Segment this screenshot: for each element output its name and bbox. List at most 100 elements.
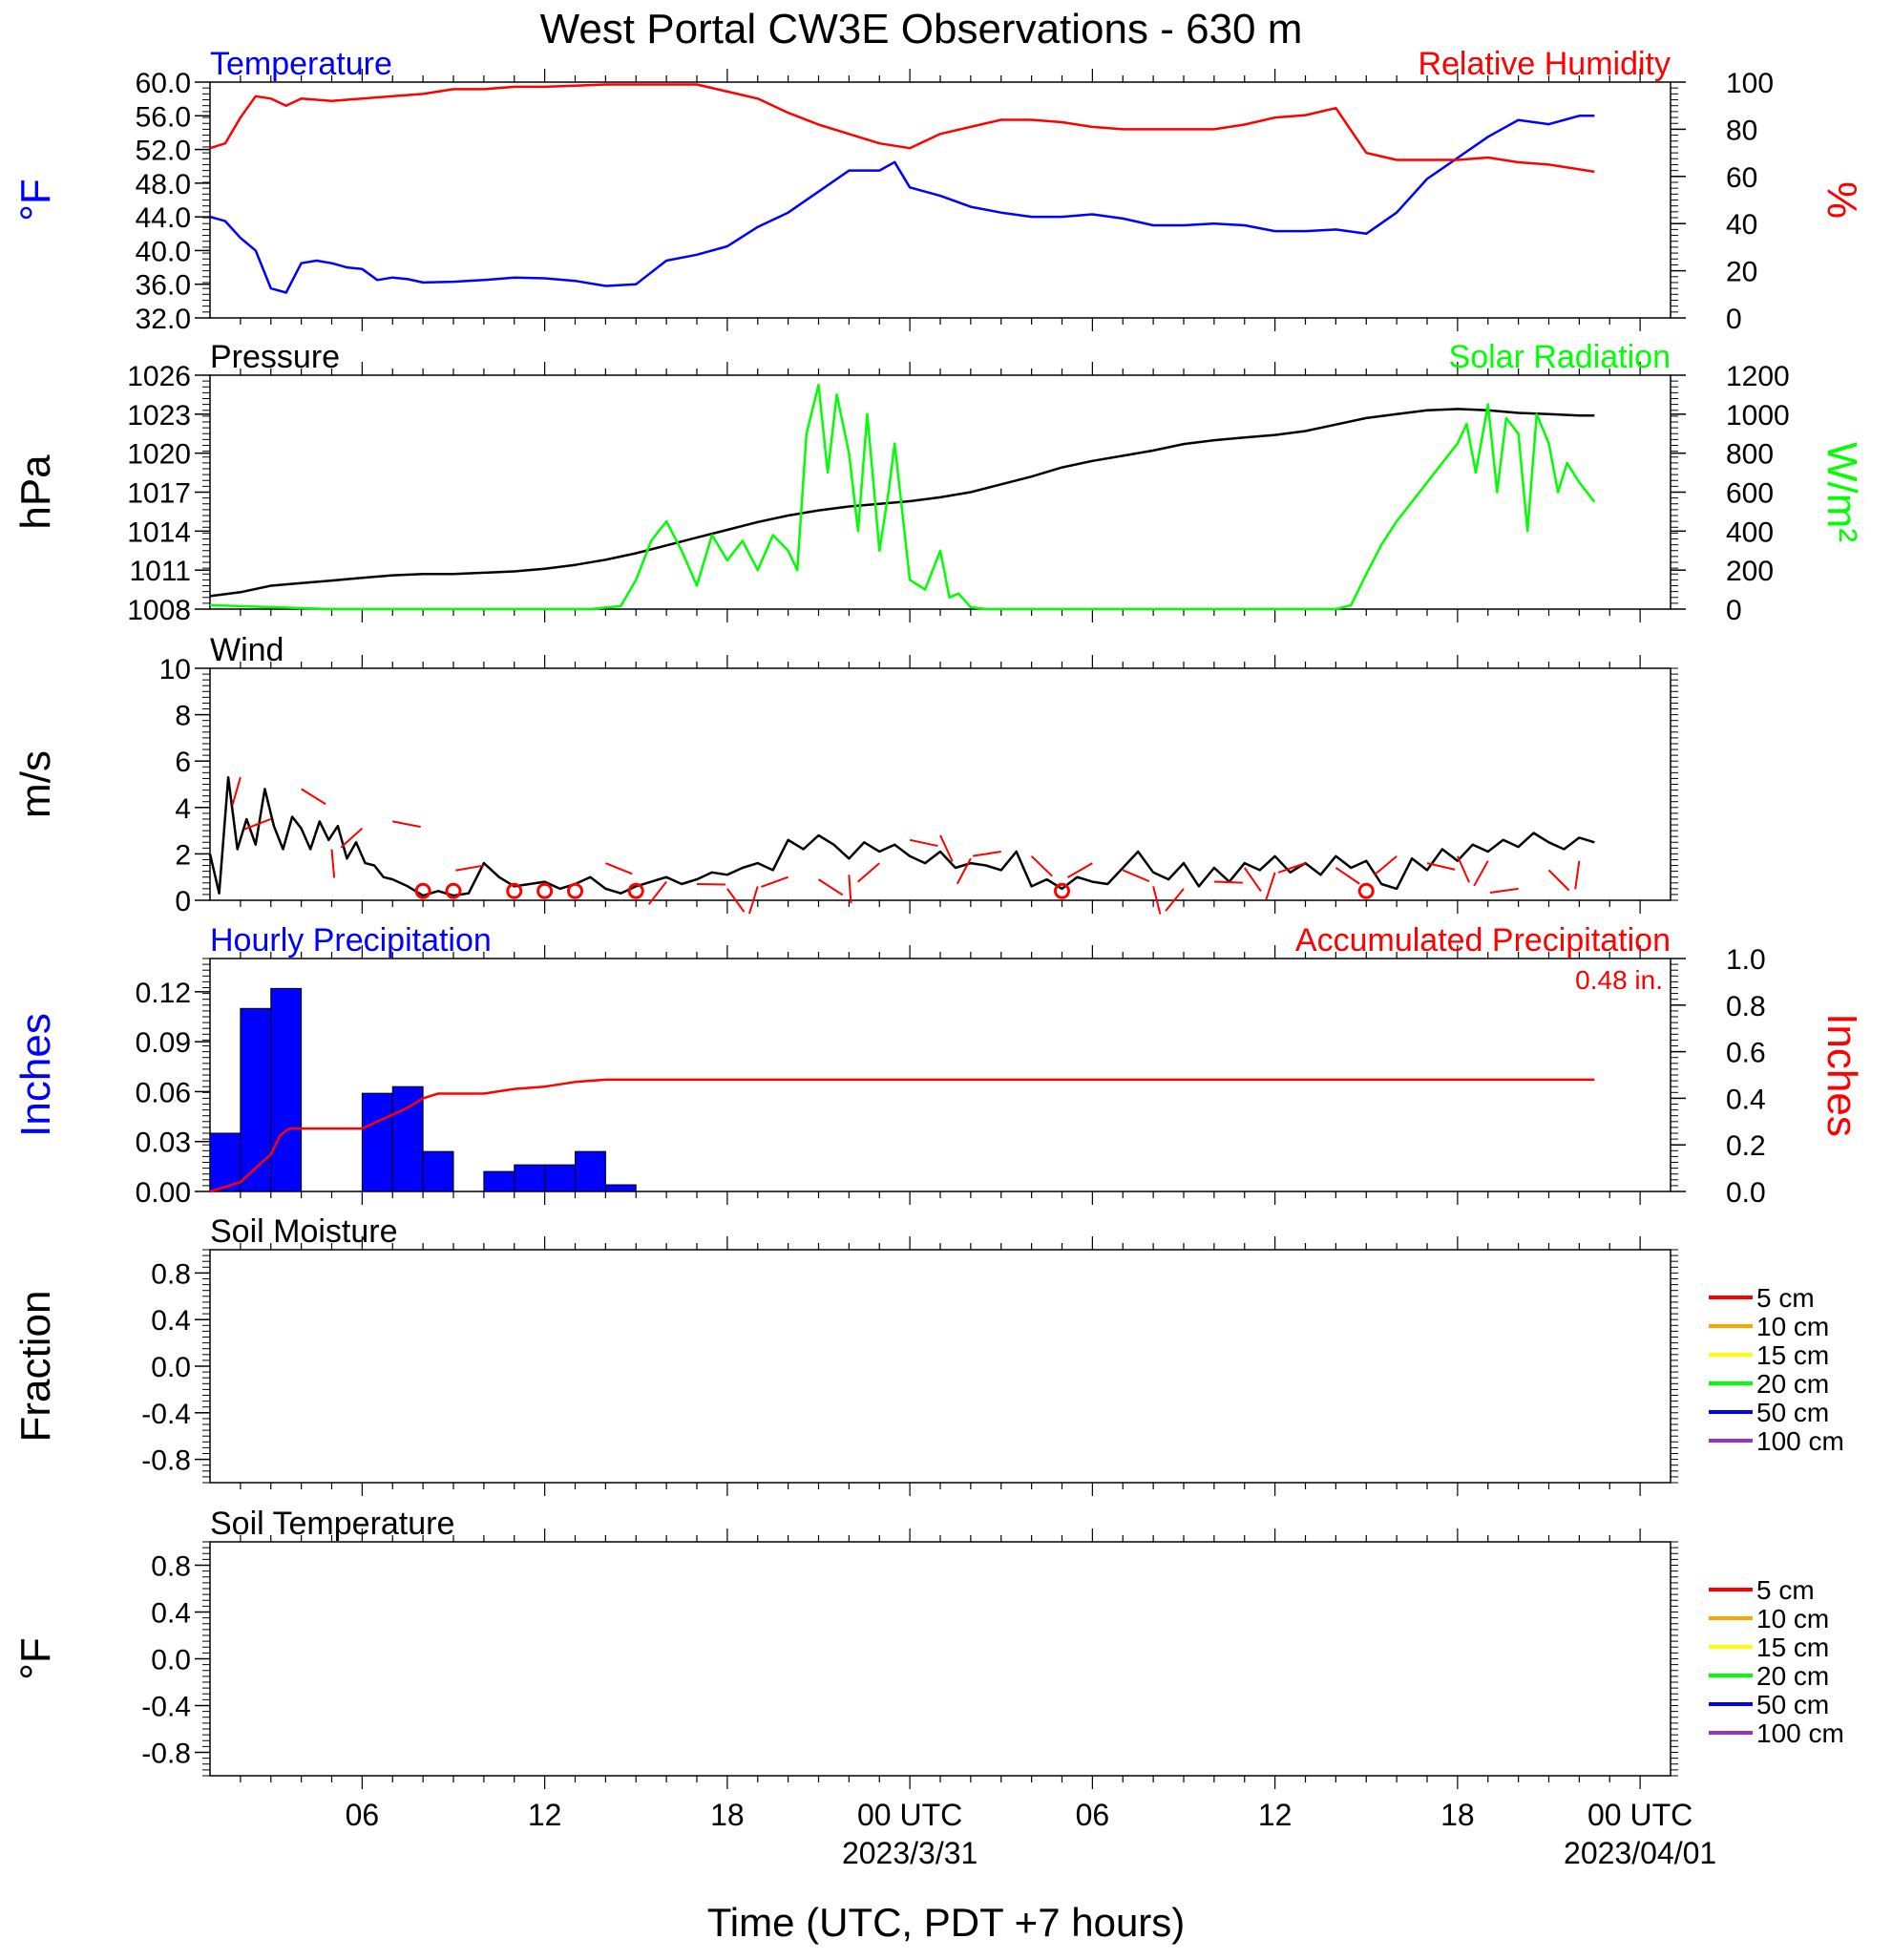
y-tick-label: 36.0 [136, 270, 191, 302]
wind-barb [1066, 862, 1093, 878]
y-tick-label: 1020 [127, 439, 191, 471]
wind-barb [1243, 867, 1262, 893]
wind-calm-circle [536, 882, 554, 899]
panel-title-left: Soil Moisture [210, 1213, 398, 1250]
y-tick-label: 0.06 [136, 1077, 191, 1108]
wind-barb [848, 875, 852, 904]
legend-label: 100 cm [1756, 1426, 1844, 1456]
y-tick-label: 4 [175, 793, 191, 825]
y-tick-label: 44.0 [136, 202, 191, 234]
legend-label: 10 cm [1756, 1312, 1829, 1341]
figure-title: West Portal CW3E Observations - 630 m [540, 6, 1303, 53]
y-tick-label: 0.00 [136, 1177, 191, 1209]
y-tick-label-right: 0 [1726, 595, 1742, 626]
y-axis-label-left: m/s [12, 750, 59, 818]
y-tick-label-right: 40 [1726, 209, 1757, 241]
series-line-pressure [209, 408, 1595, 598]
precip-bar [575, 1150, 606, 1192]
x-tick-label: 18 [710, 1798, 745, 1832]
legend-label: 20 cm [1756, 1661, 1829, 1691]
y-axis-label-left: Inches [12, 1013, 59, 1137]
panel-title-left: Wind [210, 632, 284, 668]
x-tick-label: 06 [1076, 1798, 1110, 1832]
wind-barb [392, 820, 421, 829]
y-tick-label: 0 [175, 886, 191, 917]
x-tick-label: 12 [528, 1798, 562, 1832]
wind-barb [1489, 887, 1519, 895]
series-line-relative-humidity [209, 83, 1595, 174]
y-tick-label: 6 [175, 747, 191, 778]
y-tick-label: 1011 [129, 556, 191, 587]
y-tick-label-right: 80 [1726, 115, 1757, 146]
y-tick-label: 1026 [127, 361, 191, 392]
wind-barb [243, 818, 272, 831]
legend-label: 50 cm [1756, 1398, 1829, 1427]
x-date-label: 2023/3/31 [842, 1836, 978, 1870]
y-tick-label: 0.0 [151, 1645, 191, 1676]
wind-barb [1277, 862, 1306, 874]
y-tick-label: 1023 [127, 400, 191, 432]
wind-barb [939, 834, 954, 862]
wind-barb [1122, 869, 1150, 883]
y-tick-label-right: 1.0 [1726, 944, 1766, 976]
panel-soil_moisture: 0.8 0.4 0.0 -0.4 -0.8 Fraction Soil Moisture 5 … [12, 1213, 1844, 1496]
wind-barb [972, 850, 1001, 857]
chart-panels: 60.056.052.048.044.040.036.032.0°F100806… [12, 46, 1865, 1870]
x-tick-label: 00 UTC [857, 1798, 962, 1832]
precip-bar [544, 1164, 576, 1192]
wind-calm-circle [627, 882, 644, 899]
y-tick-label: 48.0 [136, 169, 191, 200]
precip-bar [240, 1007, 272, 1192]
y-tick-label: 0.03 [136, 1128, 191, 1159]
panel-frame [209, 1541, 1671, 1777]
wind-barb [1574, 860, 1581, 890]
y-tick-label: -0.8 [141, 1739, 191, 1770]
wind-barb [1547, 869, 1570, 892]
y-tick-label: 1008 [127, 595, 191, 626]
y-tick-label-right: 0.6 [1726, 1038, 1766, 1069]
y-tick-label-right: 400 [1726, 516, 1774, 548]
wind-barb [1473, 860, 1489, 887]
wind-calm-circle [506, 882, 523, 899]
precip-bar [422, 1150, 454, 1192]
wind-barb [455, 864, 485, 872]
series-line-solar-radiation [209, 383, 1596, 611]
precip-total-label: 0.48 in. [1575, 965, 1663, 995]
wind-barb [1335, 867, 1360, 885]
panel-title-left: Soil Temperature [210, 1506, 454, 1542]
y-tick-label: -0.4 [141, 1692, 191, 1723]
wind-barb [1426, 862, 1456, 871]
legend-label: 100 cm [1756, 1718, 1844, 1748]
panel-title-left: Hourly Precipitation [210, 922, 492, 959]
wind-barb [340, 827, 364, 849]
wind-calm-circle [1054, 882, 1070, 899]
precip-bar [604, 1184, 637, 1192]
panel-title-right: Solar Radiation [1449, 339, 1671, 375]
panel-precip: 0.12 0.09 0.06 0.03 0.00 Inches 1.0 0.8 0.6 0.4 0.… [12, 922, 1865, 1209]
legend-label: 50 cm [1756, 1690, 1829, 1719]
y-tick-label-right: 0.0 [1726, 1177, 1766, 1209]
y-tick-label: 0.4 [151, 1305, 191, 1337]
wind-barb [301, 788, 326, 806]
y-tick-label: 52.0 [136, 136, 191, 167]
wind-barb [696, 882, 726, 886]
y-axis-label-right: W/m² [1818, 442, 1865, 542]
y-tick-label-right: 1000 [1726, 400, 1790, 432]
y-tick-label-right: 0.2 [1726, 1130, 1766, 1162]
y-tick-label: 8 [175, 701, 191, 732]
wind-barb [330, 849, 336, 878]
x-tick-label: 18 [1440, 1798, 1475, 1832]
precip-bar [514, 1164, 546, 1192]
legend-label: 5 cm [1756, 1283, 1815, 1313]
x-date-label: 2023/04/01 [1564, 1836, 1716, 1870]
y-tick-label: 0.8 [151, 1258, 191, 1290]
y-axis-label-left: °F [12, 179, 59, 221]
y-tick-label: 1017 [127, 478, 191, 510]
wind-barb [1030, 855, 1053, 877]
wind-barb [1165, 888, 1185, 912]
y-tick-label-right: 20 [1726, 257, 1757, 288]
wind-barb [909, 838, 938, 848]
wind-barb [1456, 855, 1470, 883]
